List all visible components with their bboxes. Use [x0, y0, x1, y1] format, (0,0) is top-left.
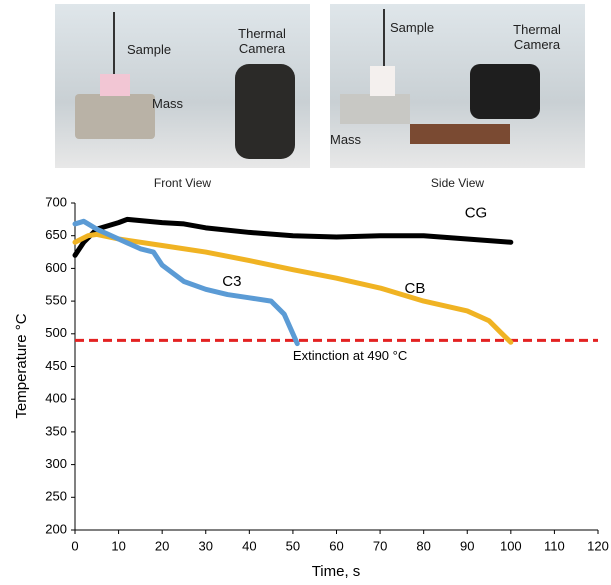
photo-label: Mass: [330, 132, 362, 147]
series-line: [72, 218, 300, 347]
y-tick-label: 350: [45, 423, 67, 438]
series-label: CB: [405, 280, 426, 297]
photo-caption: Front View: [153, 176, 212, 190]
y-tick-label: 300: [45, 456, 67, 471]
x-tick-label: 0: [71, 538, 78, 553]
series-label: C3: [222, 273, 241, 290]
series-label: CG: [465, 205, 488, 222]
y-tick-label: 700: [45, 194, 67, 209]
front-photo: Sample Mass Thermal Camera: [55, 4, 310, 168]
photo-label: Sample: [390, 20, 435, 35]
y-tick-label: 450: [45, 358, 67, 373]
side-photo: Sample Mass Thermal Camera: [330, 4, 585, 168]
x-tick-label: 50: [286, 538, 300, 553]
x-tick-label: 10: [111, 538, 125, 553]
y-tick-label: 550: [45, 293, 67, 308]
y-tick-label: 200: [45, 521, 67, 536]
x-tick-label: 40: [242, 538, 256, 553]
x-tick-label: 80: [416, 538, 430, 553]
x-tick-label: 70: [373, 538, 387, 553]
reference-label: Extinction at 490 °C: [293, 348, 407, 363]
photo-label: Thermal Camera: [513, 22, 561, 52]
x-tick-label: 100: [500, 538, 522, 553]
y-tick-label: 400: [45, 391, 67, 406]
x-axis-title: Time, s: [312, 563, 361, 580]
x-tick-label: 20: [155, 538, 169, 553]
x-tick-label: 120: [587, 538, 609, 553]
x-tick-label: 90: [460, 538, 474, 553]
photo-label: Thermal Camera: [238, 26, 286, 56]
x-tick-label: 60: [329, 538, 343, 553]
y-tick-label: 600: [45, 260, 67, 275]
photo-label: Sample: [127, 42, 172, 57]
x-tick-label: 30: [199, 538, 213, 553]
y-tick-label: 650: [45, 227, 67, 242]
photo-label: Mass: [152, 96, 184, 111]
series-line: [72, 231, 514, 345]
y-tick-label: 500: [45, 325, 67, 340]
y-axis-title: Temperature °C: [13, 313, 30, 418]
series-line: [72, 216, 514, 258]
photo-caption: Side View: [430, 176, 485, 190]
x-tick-label: 110: [544, 538, 565, 553]
y-tick-label: 250: [45, 489, 67, 504]
